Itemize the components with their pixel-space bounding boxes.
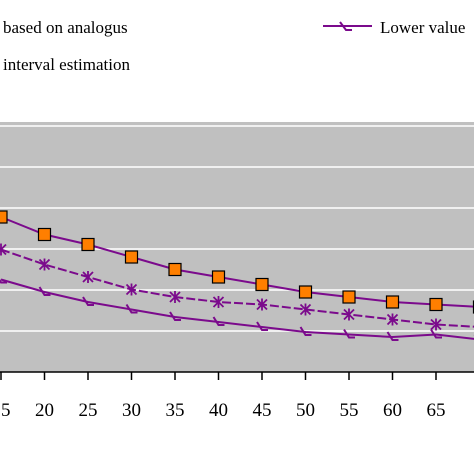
point-star-30 — [125, 283, 138, 296]
point-star-20 — [38, 258, 51, 271]
series-line-square — [0, 216, 474, 308]
x-tick-label-60: 60 — [383, 400, 402, 421]
x-tick-label-25: 25 — [79, 400, 98, 421]
point-lower-45 — [256, 321, 268, 331]
gridlines — [0, 125, 474, 332]
point-lower-15 — [0, 279, 7, 284]
x-tick-label-35: 35 — [166, 400, 185, 421]
point-lower-65 — [430, 328, 442, 339]
point-lower-35 — [169, 311, 181, 321]
series-line-star — [0, 248, 474, 328]
x-tick-label-50: 50 — [296, 400, 315, 421]
point-star-60 — [386, 313, 399, 326]
legend: based on analogus interval estimation Lo… — [3, 18, 465, 74]
x-tick-label-45: 45 — [253, 400, 272, 421]
point-square-35 — [168, 262, 182, 277]
x-tick-label-20: 20 — [35, 400, 54, 421]
point-star-15 — [0, 243, 7, 256]
point-lower-60 — [386, 331, 399, 341]
point-lower-55 — [343, 328, 355, 339]
point-star-55 — [343, 308, 355, 321]
point-star-25 — [82, 271, 94, 283]
x-tick-label-30: 30 — [122, 400, 141, 421]
x-tick-label-65: 65 — [427, 400, 446, 421]
series-layer — [0, 210, 474, 341]
point-star-45 — [256, 298, 268, 311]
x-tick-label-15: 15 — [0, 400, 11, 421]
point-square-45 — [255, 277, 269, 292]
point-lower-30 — [125, 303, 138, 314]
point-square-15 — [0, 210, 8, 224]
point-lower-25 — [82, 296, 94, 306]
legend-lower-label: Lower value — [380, 18, 465, 37]
point-star-50 — [299, 303, 312, 316]
point-star-40 — [212, 296, 225, 308]
series-line-lower — [0, 278, 474, 340]
point-star-65 — [430, 318, 442, 331]
point-square-65 — [429, 297, 443, 312]
legend-line-1: based on analogus — [3, 18, 128, 37]
point-square-25 — [81, 237, 95, 252]
point-square-50 — [298, 285, 313, 299]
point-lower-20 — [38, 286, 51, 296]
plot-area — [0, 122, 474, 372]
point-star-35 — [169, 291, 181, 303]
point-square-20 — [37, 227, 52, 242]
point-square-60 — [385, 295, 400, 309]
x-tick-label-55: 55 — [340, 400, 359, 421]
point-square-30 — [124, 250, 139, 264]
point-square-55 — [342, 290, 356, 304]
point-square-40 — [211, 270, 226, 284]
x-axis: 15 20 25 30 35 40 45 50 55 60 65 — [0, 372, 446, 421]
x-tick-label-40: 40 — [209, 400, 228, 421]
legend-line-2: interval estimation — [3, 55, 130, 74]
point-lower-40 — [212, 316, 225, 326]
legend-lower-swatch-marker — [339, 21, 352, 31]
point-lower-50 — [299, 326, 312, 336]
